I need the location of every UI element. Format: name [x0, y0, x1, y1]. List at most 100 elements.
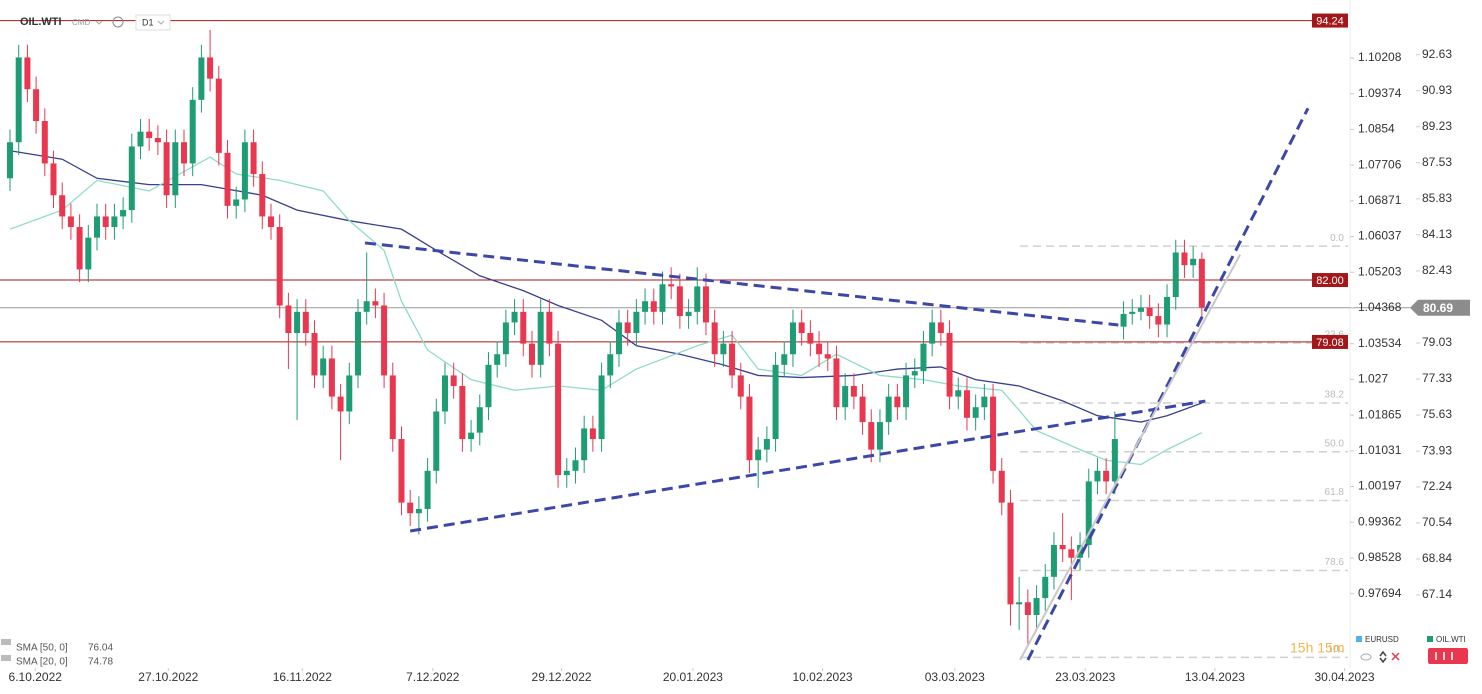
candle-body — [502, 322, 509, 355]
x-tick-label: 27.10.2022 — [138, 670, 198, 684]
y2-tick-label: 1.06871 — [1358, 193, 1402, 207]
candle-body — [1146, 307, 1153, 317]
main-label[interactable]: OIL.WTI — [1436, 635, 1466, 644]
candle-body — [729, 343, 736, 376]
candle-body — [1016, 602, 1023, 605]
trendline — [364, 241, 1119, 327]
x-tick-label: 29.12.2022 — [532, 670, 592, 684]
last-price-tag — [1410, 299, 1470, 316]
candle-body — [137, 131, 144, 147]
candle-body — [789, 322, 796, 355]
candle-body — [59, 195, 66, 217]
x-tick-label: 03.03.2023 — [925, 670, 985, 684]
candle-body — [798, 322, 805, 334]
legend-icon[interactable] — [1, 655, 11, 661]
symbol[interactable]: OIL.WTI — [20, 16, 62, 28]
candle-body — [389, 375, 396, 440]
candle-body — [459, 386, 466, 440]
candle-body — [816, 343, 823, 355]
candle-body — [911, 371, 918, 376]
y2-tick-label: 1.0854 — [1358, 122, 1395, 136]
x-tick-label: 10.02.2023 — [793, 670, 853, 684]
x-tick-label: 6.10.2022 — [9, 670, 63, 684]
trendline — [1026, 107, 1310, 661]
dropdown-icon[interactable] — [157, 20, 165, 25]
candle-body — [929, 322, 936, 344]
candle-body — [485, 364, 492, 408]
candle-body — [998, 470, 1005, 503]
y2-tick-label: 1.01031 — [1358, 443, 1402, 457]
candle-body — [241, 142, 248, 200]
eye-icon[interactable] — [1360, 653, 1372, 661]
fib-label: 78.6 — [1325, 557, 1345, 568]
candle-body — [67, 216, 74, 228]
candle-body — [842, 386, 849, 408]
interval[interactable]: D1 — [142, 17, 154, 27]
candle-body — [1050, 545, 1057, 577]
fib-label: 61.8 — [1325, 487, 1345, 498]
candle-body — [903, 375, 910, 408]
candle-body — [868, 422, 875, 450]
candle-body — [615, 322, 622, 355]
y2-tick-label: 1.05203 — [1358, 264, 1402, 278]
info-icon[interactable] — [112, 16, 124, 28]
candle-body — [894, 396, 901, 408]
compare-swatch — [1356, 636, 1362, 642]
candle-body — [1094, 470, 1101, 482]
candle-body — [676, 286, 683, 317]
legend-icon[interactable] — [1, 639, 11, 645]
price-level-label: 79.08 — [1316, 337, 1344, 349]
candle-body — [598, 375, 605, 440]
interval-box[interactable] — [135, 14, 171, 31]
fib-label: 100 — [1327, 644, 1344, 655]
fib-label: 38.2 — [1325, 390, 1345, 401]
legend-value: 74.78 — [88, 657, 113, 668]
compare-label[interactable]: EURUSD — [1365, 635, 1399, 644]
candle-body — [781, 354, 788, 365]
candle-body — [224, 152, 231, 206]
candle-body — [581, 428, 588, 461]
candle-body — [346, 375, 353, 412]
dropdown-icon[interactable] — [95, 20, 103, 25]
price-level-tag — [1312, 273, 1348, 288]
candle-body — [354, 311, 361, 376]
market: CMD — [72, 18, 90, 27]
legend-name: SMA [50, 0] — [16, 643, 68, 654]
price-level-label: 94.24 — [1316, 15, 1344, 27]
y-tick-label: 73.93 — [1422, 443, 1452, 457]
candle-body — [198, 57, 205, 100]
last-price-label: 80.69 — [1423, 301, 1453, 315]
legend-name: SMA [20, 0] — [16, 657, 68, 668]
order-arrows[interactable] — [1379, 650, 1387, 664]
candle-body — [372, 301, 379, 306]
candle-body — [85, 237, 92, 270]
candle-body — [215, 78, 222, 153]
candle-body — [1024, 602, 1031, 615]
candle-body — [76, 227, 83, 270]
x-tick-label: 7.12.2022 — [406, 670, 460, 684]
toolbar-button[interactable] — [1428, 648, 1468, 664]
candle-body — [546, 311, 553, 344]
candle-body — [946, 333, 953, 397]
candle-body — [494, 354, 501, 365]
y2-tick-label: 1.00197 — [1358, 479, 1402, 493]
candle-body — [15, 57, 22, 143]
candle-body — [1198, 258, 1205, 308]
candle-body — [589, 428, 596, 440]
candle-body — [624, 322, 631, 334]
y-tick-label: 75.63 — [1422, 407, 1452, 421]
y2-tick-label: 1.027 — [1358, 372, 1388, 386]
candle-body — [1155, 316, 1162, 325]
candle-body — [1129, 311, 1136, 314]
candle-body — [850, 386, 857, 397]
candle-body — [963, 390, 970, 418]
candle-body — [207, 57, 214, 79]
y-tick-label: 67.14 — [1422, 587, 1452, 601]
candle-body — [737, 375, 744, 397]
price-level-label: 82.00 — [1316, 275, 1344, 287]
candle-body — [398, 439, 405, 503]
close-icon[interactable] — [1391, 652, 1400, 661]
candle-body — [1172, 252, 1179, 297]
candle-body — [337, 396, 344, 412]
candle-body — [320, 358, 327, 376]
